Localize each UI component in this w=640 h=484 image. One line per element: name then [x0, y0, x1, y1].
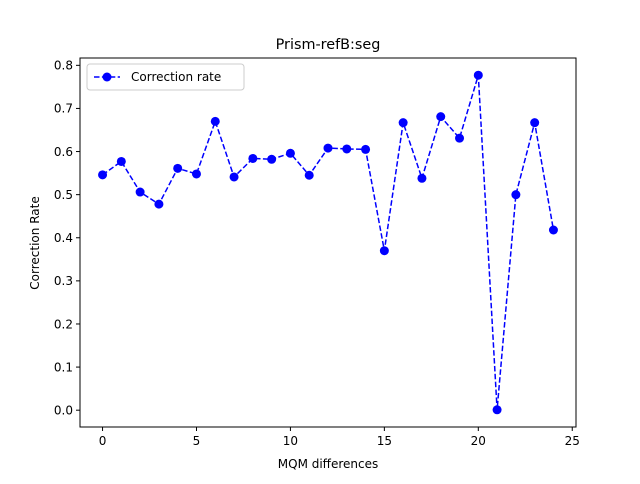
x-axis-ticks: 0 5 10 15 20 25: [99, 427, 580, 448]
data-point: [304, 170, 314, 180]
data-point: [267, 154, 277, 164]
y-axis-label: Correction Rate: [28, 196, 42, 289]
y-tick-label: 0.6: [54, 145, 73, 159]
data-point: [116, 156, 126, 166]
data-point: [530, 118, 540, 128]
series-layer: [98, 70, 558, 415]
data-point: [361, 144, 371, 154]
legend-box: [86, 63, 245, 91]
data-point: [323, 143, 333, 153]
y-axis-ticks: 0.0 0.1 0.2 0.3 0.4 0.5 0.6 0.7 0.8: [54, 59, 80, 417]
plot-frame: [79, 57, 577, 428]
data-point: [473, 70, 483, 80]
data-point: [342, 144, 352, 154]
y-tick-label: 0.5: [54, 188, 73, 202]
legend: Correction rate: [86, 63, 245, 91]
y-tick-label: 0.7: [54, 102, 73, 116]
data-point: [154, 199, 164, 209]
x-tick-label: 0: [99, 434, 107, 448]
y-tick-label: 0.4: [54, 231, 73, 245]
y-tick-label: 0.8: [54, 59, 73, 73]
data-point: [492, 405, 502, 415]
legend-marker: [102, 72, 112, 82]
data-point: [135, 187, 145, 197]
legend-label: Correction rate: [131, 70, 221, 84]
data-point: [210, 116, 220, 126]
data-point: [229, 172, 239, 182]
data-point: [379, 246, 389, 256]
x-axis-label: MQM differences: [278, 457, 378, 471]
y-tick-label: 0.3: [54, 274, 73, 288]
data-point: [98, 170, 108, 180]
data-point: [173, 163, 183, 173]
y-tick-label: 0.0: [54, 403, 73, 417]
chart-title: Prism-refB:seg: [276, 37, 381, 53]
x-tick-label: 25: [565, 434, 580, 448]
x-tick-label: 5: [193, 434, 201, 448]
data-point: [436, 112, 446, 122]
x-tick-label: 10: [283, 434, 298, 448]
data-point: [248, 153, 258, 163]
x-tick-label: 15: [377, 434, 392, 448]
data-point: [455, 133, 465, 143]
data-point: [285, 148, 295, 158]
data-point: [191, 169, 201, 179]
x-tick-label: 20: [471, 434, 486, 448]
data-point: [398, 118, 408, 128]
data-point: [417, 173, 427, 183]
data-point: [548, 225, 558, 235]
data-point: [511, 190, 521, 200]
y-tick-label: 0.1: [54, 360, 73, 374]
y-tick-label: 0.2: [54, 317, 73, 331]
